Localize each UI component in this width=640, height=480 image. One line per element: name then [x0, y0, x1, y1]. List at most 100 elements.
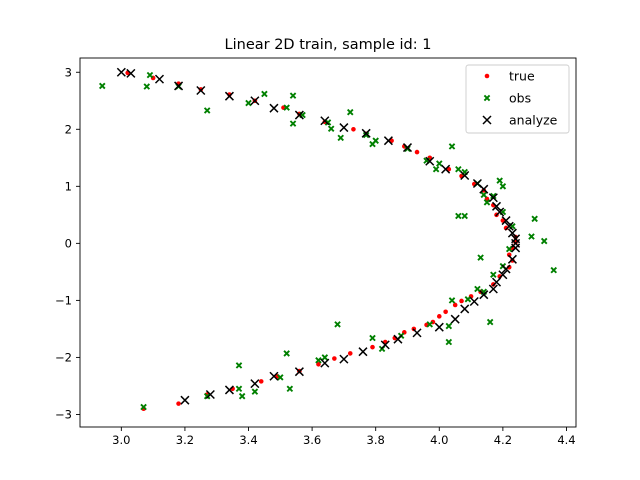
point-obs — [327, 125, 335, 132]
point-analyze — [320, 358, 330, 368]
point-analyze — [180, 395, 190, 405]
point-obs — [146, 71, 154, 79]
point-obs — [334, 321, 341, 328]
x-tick-label: 3.8 — [367, 433, 385, 447]
point-obs — [324, 119, 332, 126]
point-obs — [436, 160, 443, 167]
point-analyze — [196, 85, 206, 96]
series-analyze — [116, 67, 521, 405]
point-true — [332, 356, 337, 361]
point-obs — [283, 104, 290, 111]
point-analyze — [339, 123, 349, 133]
point-obs — [496, 177, 503, 184]
point-obs — [98, 82, 106, 90]
point-analyze — [224, 385, 234, 395]
x-tick-label: 3.6 — [303, 433, 321, 447]
point-obs — [203, 107, 211, 114]
point-obs — [528, 233, 535, 240]
point-obs — [140, 403, 147, 411]
point-analyze — [380, 340, 390, 350]
y-tick-label: 3 — [65, 65, 72, 79]
point-analyze — [441, 164, 451, 174]
legend-box — [465, 64, 570, 134]
y-tick-label: −3 — [55, 407, 72, 421]
point-obs — [238, 392, 246, 400]
point-true — [316, 361, 321, 367]
point-analyze — [460, 304, 470, 314]
point-obs — [455, 212, 462, 220]
point-analyze — [224, 91, 234, 101]
point-true — [258, 379, 264, 384]
point-true — [452, 302, 458, 308]
point-obs — [531, 215, 538, 223]
point-obs — [426, 321, 434, 328]
point-true — [510, 258, 515, 263]
point-obs — [490, 192, 497, 200]
point-analyze — [460, 170, 470, 181]
point-obs — [505, 245, 513, 253]
point-obs — [261, 90, 268, 98]
point-analyze — [495, 207, 505, 217]
point-analyze — [491, 277, 502, 287]
point-analyze — [469, 296, 479, 307]
point-obs — [286, 385, 294, 393]
point-analyze — [320, 116, 330, 126]
point-analyze — [479, 290, 489, 300]
point-analyze — [383, 136, 393, 146]
y-tick-label: 0 — [65, 236, 72, 250]
legend-marker-obs — [483, 94, 491, 102]
x-tick-label: 3.2 — [176, 433, 194, 447]
point-analyze — [504, 221, 514, 231]
point-obs — [372, 137, 379, 144]
point-true — [370, 344, 375, 350]
point-obs — [486, 318, 494, 326]
point-obs — [337, 134, 344, 142]
legend-label-analyze: analyze — [509, 113, 558, 128]
point-obs — [315, 357, 322, 364]
point-obs — [251, 388, 259, 395]
point-analyze — [488, 193, 498, 203]
point-true — [198, 87, 204, 92]
point-obs — [404, 145, 411, 152]
point-analyze — [294, 367, 304, 377]
plot-marks — [98, 67, 558, 412]
point-analyze — [450, 314, 460, 324]
point-true — [351, 126, 356, 132]
x-tick-label: 3.4 — [239, 433, 257, 447]
x-tick-label: 4.2 — [494, 433, 512, 447]
legend-label-obs: obs — [509, 91, 531, 106]
point-true — [176, 401, 181, 406]
point-analyze — [434, 322, 444, 332]
point-obs — [445, 338, 453, 346]
y-tick-label: 2 — [65, 122, 72, 136]
point-analyze — [501, 216, 511, 226]
point-analyze — [507, 254, 517, 264]
point-analyze — [154, 74, 165, 84]
point-obs — [283, 350, 290, 357]
y-tick-label: −2 — [55, 350, 72, 364]
point-obs — [445, 322, 453, 330]
point-analyze — [339, 354, 349, 364]
point-obs — [321, 354, 329, 361]
point-analyze — [174, 81, 184, 91]
point-analyze — [250, 96, 260, 106]
point-analyze — [294, 110, 304, 120]
point-obs — [540, 237, 548, 245]
legend-label-true: true — [509, 69, 535, 84]
point-analyze — [412, 328, 422, 338]
x-tick-label: 4.4 — [557, 433, 575, 447]
point-obs — [448, 297, 456, 304]
chart-title: Linear 2D train, sample id: 1 — [225, 37, 432, 53]
point-analyze — [507, 228, 517, 238]
point-analyze — [358, 347, 368, 357]
legend-marker-true — [484, 73, 490, 79]
point-true — [459, 298, 464, 304]
point-analyze — [269, 371, 279, 381]
point-analyze — [425, 156, 435, 166]
point-analyze — [269, 103, 279, 113]
point-obs — [455, 165, 462, 173]
point-true — [443, 309, 448, 315]
point-analyze — [501, 264, 511, 274]
point-analyze — [116, 67, 126, 77]
